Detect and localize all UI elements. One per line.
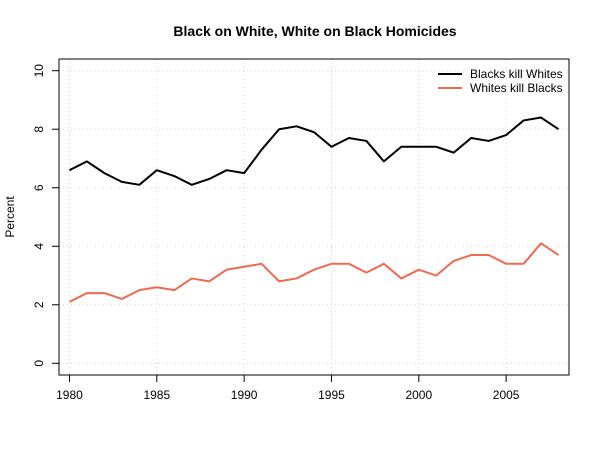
x-tick-label-2005: 2005 <box>493 388 520 402</box>
y-tick-label-4: 4 <box>32 243 46 250</box>
legend-label-blacks-kill-whites: Blacks kill Whites <box>470 67 563 81</box>
y-axis: 0 2 4 6 8 10 <box>32 64 60 367</box>
series-line-blacks-kill-whites <box>69 116 560 186</box>
series-line-whites-kill-blacks <box>69 242 560 303</box>
legend-label-whites-kill-blacks: Whites kill Blacks <box>470 81 563 95</box>
y-tick-label-10: 10 <box>32 64 46 78</box>
x-tick-label-2000: 2000 <box>405 388 432 402</box>
series-lines <box>69 116 560 303</box>
x-axis: 1980 1985 1990 1995 2000 2005 <box>56 374 520 402</box>
grid <box>59 59 569 375</box>
y-tick-label-2: 2 <box>32 301 46 308</box>
y-axis-label: Percent <box>3 196 17 238</box>
chart-title: Black on White, White on Black Homicides <box>173 23 456 39</box>
x-tick-label-1995: 1995 <box>318 388 345 402</box>
x-tick-label-1980: 1980 <box>56 388 83 402</box>
y-tick-label-8: 8 <box>32 126 46 133</box>
y-tick-label-6: 6 <box>32 184 46 191</box>
x-tick-label-1985: 1985 <box>143 388 170 402</box>
x-tick-label-1990: 1990 <box>231 388 258 402</box>
legend: Blacks kill Whites Whites kill Blacks <box>438 67 563 95</box>
y-tick-label-0: 0 <box>32 360 46 367</box>
